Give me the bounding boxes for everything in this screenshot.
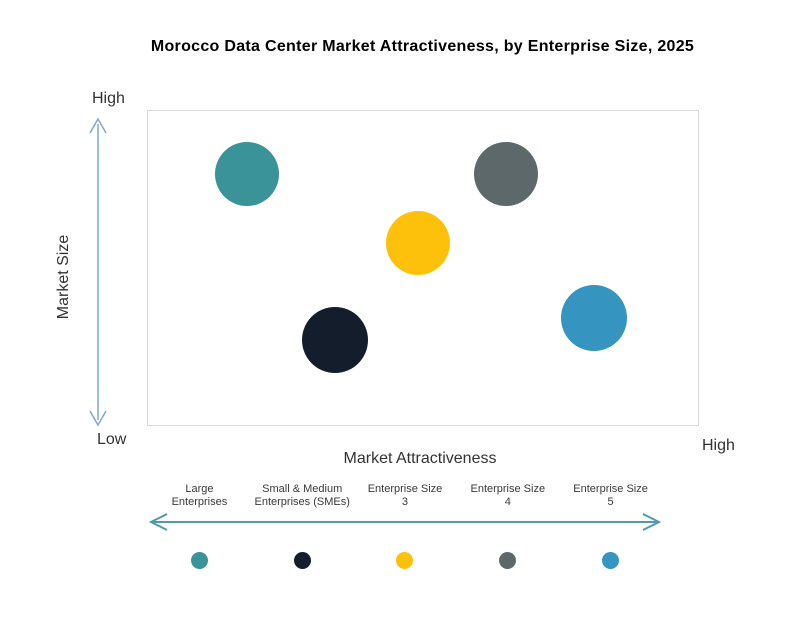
legend-dots [148,552,662,574]
legend-label: Enterprise Size 5 [573,483,648,508]
y-axis-high-label: High [92,90,125,107]
bubble-enterprise-size-4 [473,141,538,206]
legend-labels: Large Enterprises Small & Medium Enterprise… [148,483,662,509]
bubble-small-medium-enterprises-smes- [302,307,368,374]
y-axis-arrow-icon [89,117,107,427]
y-axis-low-label: Low [97,431,127,448]
chart-title: Morocco Data Center Market Attractivenes… [150,38,695,55]
legend-label: Enterprise Size 3 [367,483,443,508]
bubble-enterprise-size-3 [385,210,450,275]
legend-dot [293,552,311,569]
legend-label: Large Enterprises [171,483,228,508]
x-axis-title: Market Attractiveness [343,450,497,467]
plot-area [147,110,699,426]
x-axis-high-label: High [702,437,735,454]
legend-dot [190,552,208,569]
legend-label: Small & Medium Enterprises (SMEs) [254,483,350,508]
legend-label: Enterprise Size 4 [470,483,546,508]
bubble-enterprise-size-5 [560,285,627,352]
legend-dot [499,552,517,569]
legend-dot [602,552,620,569]
y-axis-title: Market Size [55,234,72,320]
legend-dot [396,552,414,569]
legend-axis-arrow-icon [148,513,662,531]
bubble-large-enterprises [215,141,279,206]
